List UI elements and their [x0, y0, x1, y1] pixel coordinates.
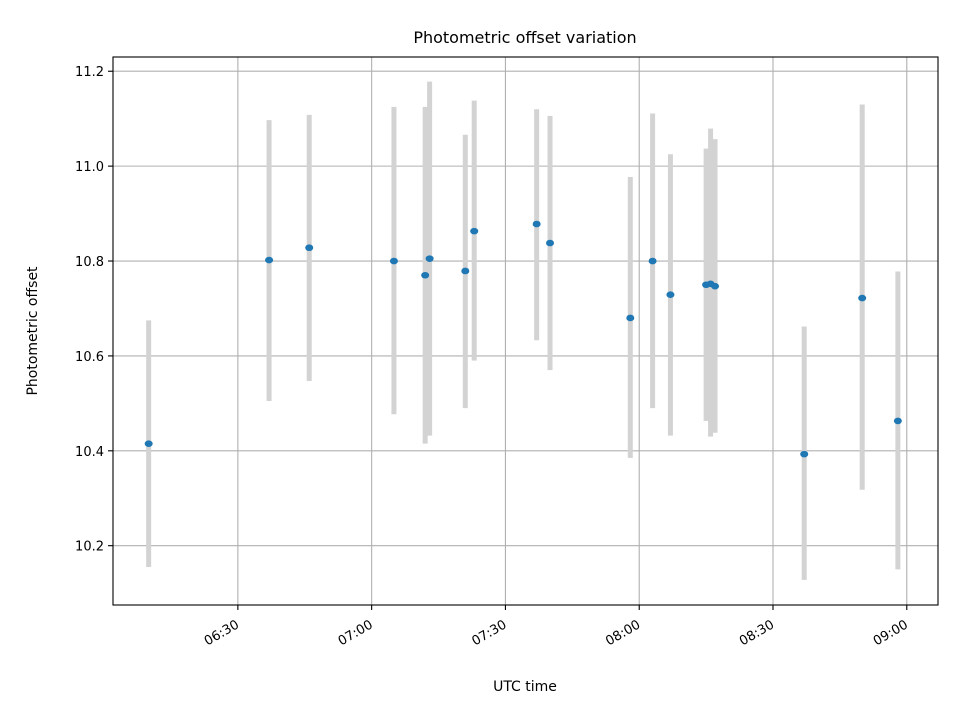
data-point	[858, 294, 867, 302]
y-tick-label: 10.4	[75, 445, 104, 460]
data-point	[648, 257, 657, 265]
data-point	[626, 314, 635, 322]
data-point	[666, 291, 675, 299]
y-tick-label: 10.8	[75, 255, 104, 270]
data-point	[421, 271, 430, 279]
y-tick-label: 10.6	[75, 350, 104, 365]
data-point	[265, 256, 274, 264]
data-point	[461, 267, 470, 275]
plot-frame	[112, 56, 939, 606]
data-point	[470, 227, 479, 235]
data-point	[800, 450, 809, 458]
chart-title: Photometric offset variation	[413, 28, 636, 47]
y-axis-label: Photometric offset	[25, 266, 41, 396]
data-point	[389, 257, 398, 265]
data-point	[305, 244, 314, 252]
data-point	[893, 417, 902, 425]
y-tick-label: 11.2	[75, 65, 104, 80]
data-point	[532, 220, 541, 228]
data-point	[144, 440, 153, 447]
y-tick-label: 11.0	[75, 160, 104, 175]
grid	[113, 57, 938, 605]
y-axis: 10.2 10.4 10.6 10.8 11.0 11.2	[75, 65, 113, 555]
x-axis-label: UTC time	[493, 679, 557, 695]
data-point	[546, 239, 555, 247]
data-point	[425, 255, 434, 262]
data-point	[711, 282, 720, 290]
data-points	[144, 220, 902, 458]
y-tick-label: 10.2	[75, 540, 104, 555]
